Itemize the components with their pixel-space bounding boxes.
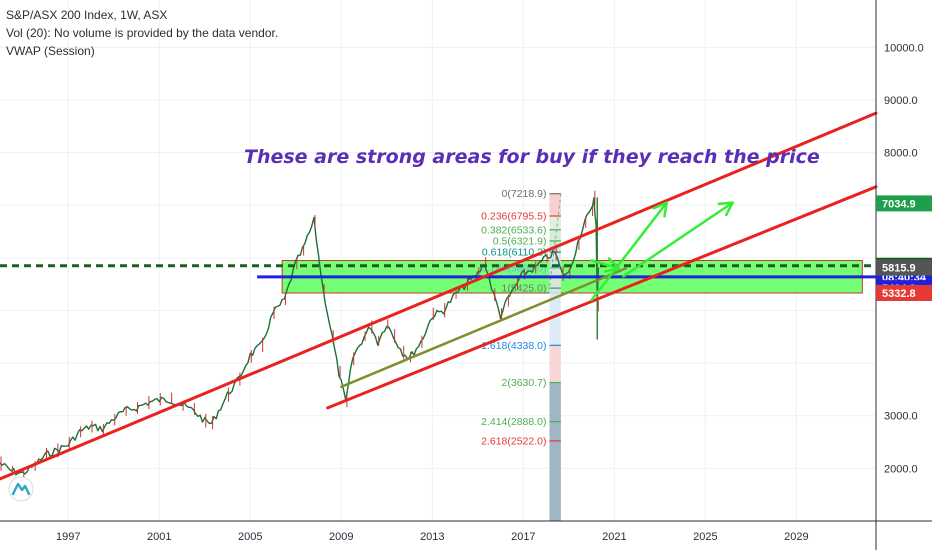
y-tick-label: 10000.0 [884, 42, 924, 54]
fib-level-label: 0.236(6795.5) [481, 211, 546, 223]
fib-band [549, 345, 561, 383]
arrow-shaft [590, 259, 621, 270]
x-tick-label: 2013 [420, 531, 444, 543]
fib-band [549, 216, 561, 230]
price-tag [876, 259, 932, 276]
price-layer [0, 190, 600, 481]
trend-line [340, 267, 627, 389]
tradingview-logo-icon [8, 476, 34, 502]
arrow-shaft [590, 201, 668, 302]
price-tag [876, 195, 932, 212]
fib-diagonal [548, 193, 562, 289]
volume-indicator-label[interactable]: Vol (20): No volume is provided by the d… [6, 26, 279, 40]
x-tick-label: 2009 [329, 531, 353, 543]
price-tag-label: 5332.8 [882, 288, 916, 300]
price-tag [876, 284, 932, 301]
fibonacci-layer: 0(7218.9) 0.236(6795.5)0.382(6533.6)0.5(6… [481, 188, 562, 521]
fib-band [549, 193, 561, 217]
annotation-text: These are strong areas for buy if they r… [244, 146, 820, 168]
y-tick-label: 9000.0 [884, 95, 918, 107]
fib-level-label: 0.618(6110.2) [482, 247, 547, 259]
fib-level-label: 2.414(2888.0) [481, 416, 546, 428]
fib-level-label: 2.618(2522.0) [481, 435, 546, 447]
arrows-layer [590, 201, 734, 302]
y-tick-label: 8000.0 [884, 148, 918, 160]
arrow-head [717, 201, 734, 217]
y-tick-label: 3000.0 [884, 411, 918, 423]
fib-level-label: 2(3630.7) [502, 377, 547, 389]
fib-level-label: 0(7218.9) [502, 188, 547, 200]
fib-band [549, 229, 561, 241]
x-tick-label: 1997 [56, 531, 80, 543]
trend-lines-layer [0, 111, 878, 481]
chart-legend: S&P/ASX 200 Index, 1W, ASX Vol (20): No … [6, 6, 278, 60]
price-tag-label: 7034.9 [882, 198, 916, 210]
horizontal-lines-layer [0, 264, 876, 279]
fib-level-label: 0.382(6533.6) [481, 224, 546, 236]
fib-level-label: 1(5425.0) [502, 283, 547, 295]
x-tick-label: 2001 [147, 531, 171, 543]
fib-extension-column [549, 382, 561, 521]
x-tick-label: 2005 [238, 531, 262, 543]
trend-line [0, 111, 878, 481]
arrow-shaft [622, 201, 734, 278]
fib-level-label: 1.618(4338.0) [481, 340, 546, 352]
symbol-title[interactable]: S&P/ASX 200 Index, 1W, ASX [6, 8, 168, 22]
trend-line [326, 185, 878, 410]
x-tick-label: 2029 [784, 531, 808, 543]
vwap-indicator-label[interactable]: VWAP (Session) [6, 44, 95, 58]
x-tick-label: 2025 [693, 531, 717, 543]
fib-band [549, 252, 561, 268]
x-tick-label: 2017 [511, 531, 535, 543]
price-tag-label: 5815.9 [882, 263, 916, 275]
y-tick-label: 2000.0 [884, 463, 918, 475]
arrow-head [652, 201, 668, 218]
x-tick-label: 2021 [602, 531, 626, 543]
fib-level-label: 0.5(6321.9) [493, 235, 547, 247]
arrow-head [603, 257, 621, 273]
